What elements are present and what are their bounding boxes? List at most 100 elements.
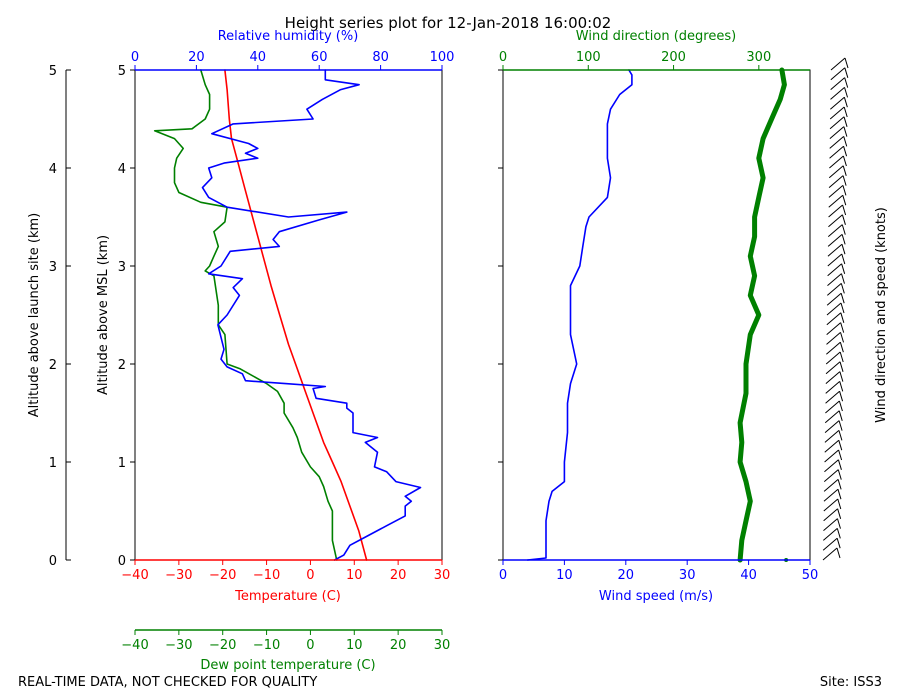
launch-tick-label: 2 <box>49 358 57 373</box>
wind-direction-axis-label: Wind direction (degrees) <box>576 29 736 44</box>
wind-barb-shaft <box>824 430 840 443</box>
msl-tick-label: 0 <box>118 554 126 569</box>
wind-barb-shaft <box>824 449 839 463</box>
wind-barb-flag <box>838 449 843 461</box>
wind-barb-flag <box>836 528 841 539</box>
wind-barb-shaft <box>825 361 841 375</box>
wind-barb-shaft <box>824 410 840 424</box>
dewpoint-tick-label: 20 <box>390 638 407 653</box>
wind-barb-flag <box>837 498 842 510</box>
wind-barb-shaft <box>826 332 841 345</box>
wind-barb-flag <box>838 420 843 431</box>
wind-barb-shaft <box>822 547 838 561</box>
wind-barb-flag <box>839 391 844 402</box>
wind-barb-shaft <box>822 528 838 541</box>
temperature-axis-label: Temperature (C) <box>234 589 341 604</box>
wind-barb-flag <box>839 361 844 372</box>
wind-barb-flag <box>836 547 841 559</box>
wind-barb-flag <box>837 508 842 519</box>
dewpoint-tick-label: −40 <box>121 638 148 653</box>
barb-axis-label: Wind direction and speed (knots) <box>874 207 889 423</box>
wind-barbs <box>822 57 849 561</box>
wind-barb-flag <box>842 204 847 216</box>
wind-speed-tick-label: 40 <box>740 568 757 583</box>
wind-speed-tick-label: 20 <box>618 568 635 583</box>
wind-barb-shaft <box>824 420 840 433</box>
wind-barb-shaft <box>827 263 842 277</box>
dewpoint-tick-label: −10 <box>253 638 280 653</box>
wind-barb-shaft <box>829 136 845 149</box>
dewpoint-axis-label: Dew point temperature (C) <box>200 658 375 673</box>
wind-barb-flag <box>844 57 849 69</box>
wind-barb-flag <box>841 253 846 265</box>
wind-barb-flag <box>840 293 845 304</box>
wind-direction-line <box>737 67 787 563</box>
left-panel-frame <box>134 69 443 561</box>
wind-barb-shaft <box>829 106 845 120</box>
wind-barb-shaft <box>825 381 841 394</box>
wind-barb-flag <box>842 185 847 196</box>
wind-barb-shaft <box>823 479 839 492</box>
dewpoint-tick-label: −20 <box>209 638 236 653</box>
msl-tick-label: 4 <box>118 162 126 177</box>
launch-tick-label: 0 <box>49 554 57 569</box>
wind-barb-shaft <box>829 126 845 139</box>
wind-barb-shaft <box>826 283 842 296</box>
temperature-tick-label: −20 <box>209 568 236 583</box>
wind-barb-flag <box>839 351 844 363</box>
launch-altitude-label: Altitude above launch site (km) <box>27 213 42 417</box>
launch-altitude-axis: 0 1 2 3 4 5 Altitude above launch site (km) <box>27 64 71 569</box>
temperature-tick-label: 0 <box>306 568 314 583</box>
wind-barb-shaft <box>829 155 844 169</box>
wind-barb-flag <box>844 67 849 78</box>
wind-barb-flag <box>841 224 846 235</box>
wind-barb-flag <box>838 400 843 412</box>
wind-speed-tick-label: 30 <box>679 568 696 583</box>
wind-barb-shaft <box>826 312 842 326</box>
temperature-line <box>224 69 368 561</box>
launch-tick-label: 4 <box>49 162 57 177</box>
wind-barb-flag <box>844 87 848 98</box>
wind-barb-shaft <box>829 116 845 130</box>
wind-barb-flag <box>836 538 841 549</box>
msl-tick-label: 2 <box>118 358 126 373</box>
wind-barb-shaft <box>825 390 840 404</box>
dewpoint-tick-label: 30 <box>434 638 451 653</box>
wind-barb-shaft <box>823 469 839 482</box>
launch-tick-label: 1 <box>49 456 57 471</box>
wind-barb-flag <box>843 136 848 147</box>
wind-barb-flag <box>839 342 844 353</box>
wind-barb-shaft <box>830 96 845 110</box>
wind-barb-shaft <box>826 292 842 306</box>
wind-barb-shaft <box>823 488 839 502</box>
wind-barb-shaft <box>828 175 844 188</box>
wind-barb-flag <box>840 302 845 314</box>
wind-barb-flag <box>840 283 845 294</box>
wind-barb-shaft <box>826 341 841 355</box>
dewpoint-tick-label: −30 <box>165 638 192 653</box>
wind-barb-shaft <box>830 87 845 100</box>
wind-speed-axis-label: Wind speed (m/s) <box>599 589 713 604</box>
wind-speed-line <box>526 69 633 561</box>
wind-barb-flag <box>837 459 842 470</box>
wind-barb-flag <box>837 469 842 480</box>
wind-barb-shaft <box>823 518 838 531</box>
wind-barb-flag <box>839 381 844 392</box>
wind-speed-tick-label: 0 <box>499 568 507 583</box>
temperature-tick-label: 20 <box>390 568 407 583</box>
wind-barb-flag <box>843 106 848 118</box>
temperature-tick-label: −30 <box>165 568 192 583</box>
wind-barb-flag <box>839 371 844 382</box>
humidity-tick-label: 80 <box>372 50 389 65</box>
wind-direction-tick-label: 0 <box>499 50 507 65</box>
wind-barb-shaft <box>824 439 840 453</box>
wind-barb-flag <box>841 214 846 225</box>
wind-barb-shaft <box>826 322 842 335</box>
wind-barb-shaft <box>825 371 841 384</box>
wind-barb-shaft <box>828 194 844 208</box>
site-label: Site: ISS3 <box>820 675 882 690</box>
temperature-tick-label: −10 <box>253 568 280 583</box>
wind-barb-flag <box>843 146 848 157</box>
wind-barb-flag <box>840 322 845 333</box>
wind-barb-shaft <box>823 498 839 512</box>
